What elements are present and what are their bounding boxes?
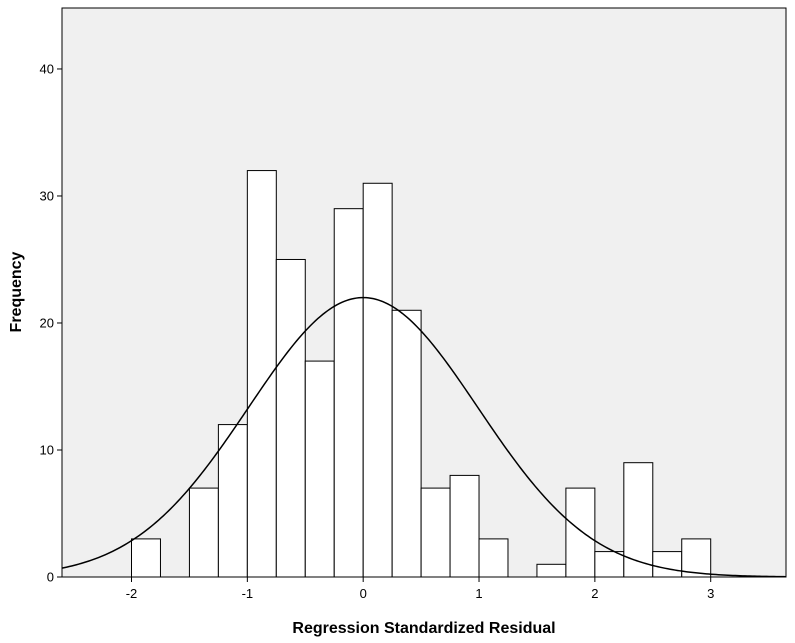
y-tick-label: 0 <box>47 570 54 585</box>
x-tick-label: 1 <box>475 586 482 601</box>
histogram-bar <box>478 538 509 578</box>
histogram-bar <box>449 474 480 578</box>
x-axis: -2 -1 0 1 2 3 <box>126 577 714 601</box>
normal-curve <box>61 296 787 578</box>
y-tick-label: 30 <box>40 188 54 203</box>
histogram-bar <box>652 551 683 578</box>
x-axis-title: Regression Standardized Residual <box>292 620 555 637</box>
histogram-bar <box>333 208 364 578</box>
histogram-bar <box>275 258 306 578</box>
histogram-bar <box>131 538 161 578</box>
x-tick-label: 0 <box>360 586 367 601</box>
plot-area <box>61 7 787 578</box>
histogram-bar <box>565 487 596 578</box>
x-tick-label: -1 <box>242 586 254 601</box>
x-tick-label: 3 <box>707 586 714 601</box>
y-tick-label: 20 <box>40 315 54 330</box>
histogram-bar <box>391 309 422 578</box>
histogram-bar <box>681 538 712 578</box>
histogram-bar <box>362 182 393 578</box>
histogram-bar <box>188 487 219 578</box>
y-axis: 0 10 20 30 40 <box>40 61 62 585</box>
x-tick-label: 2 <box>591 586 598 601</box>
y-tick-label: 10 <box>40 442 54 457</box>
histogram-bar <box>623 462 654 578</box>
x-tick-label: -2 <box>126 586 138 601</box>
y-axis-title: Frequency <box>8 251 25 332</box>
histogram-bar <box>594 551 625 578</box>
histogram-bar <box>304 360 335 578</box>
y-tick-label: 40 <box>40 61 54 76</box>
histogram-bar <box>536 563 567 578</box>
histogram-bar <box>420 487 451 578</box>
histogram-bar <box>217 424 248 578</box>
histogram-bars <box>131 170 712 578</box>
